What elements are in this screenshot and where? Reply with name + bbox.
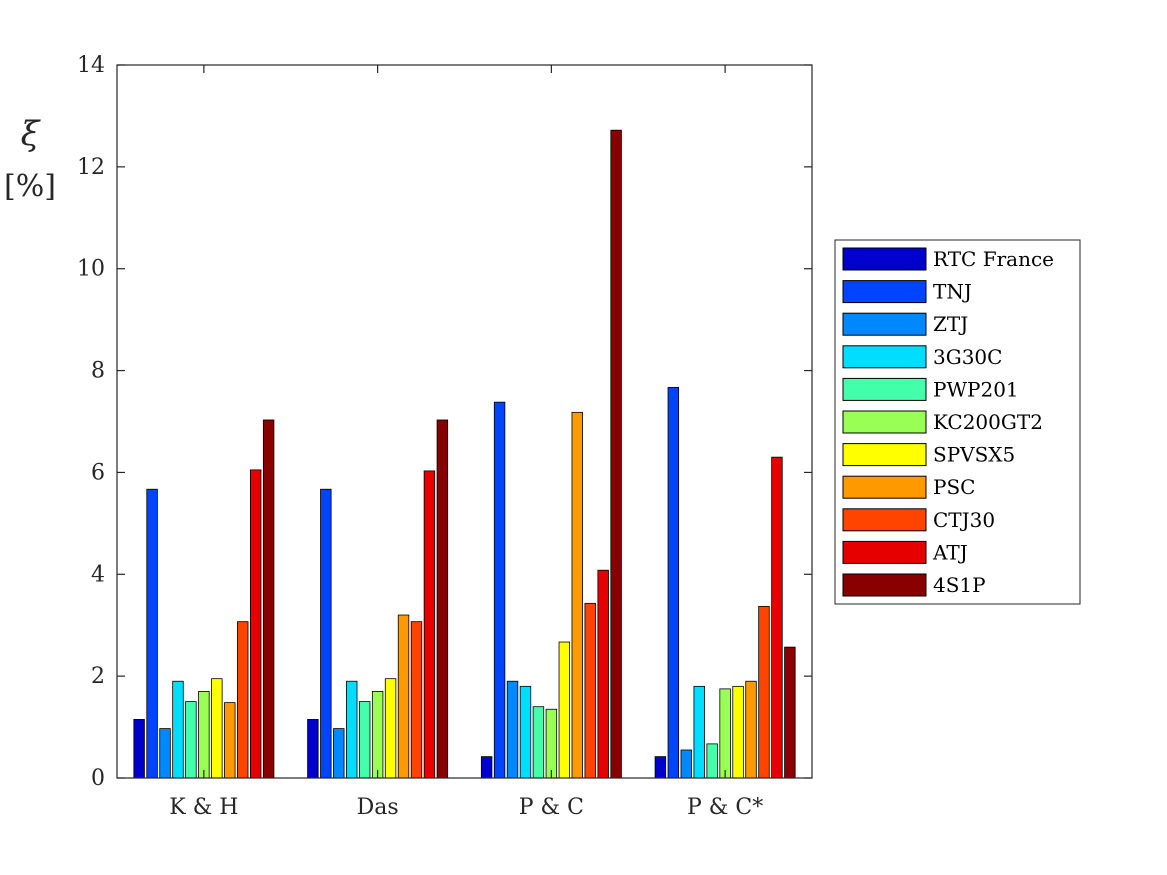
bar: [771, 456, 783, 779]
x-category-label: P & C*: [687, 795, 763, 820]
legend-swatch: [842, 247, 927, 271]
bar: [545, 708, 558, 779]
bar: [693, 685, 705, 779]
bar: [719, 688, 731, 779]
bar: [320, 488, 332, 779]
bar: [133, 719, 145, 779]
bar: [680, 749, 692, 779]
bar: [211, 678, 223, 779]
bar: [706, 743, 718, 779]
bar: [758, 605, 770, 779]
bar: [224, 702, 236, 779]
bar: [262, 419, 275, 779]
y-tick-label: 10: [77, 257, 105, 282]
y-tick-label: 0: [91, 766, 105, 791]
y-axis-label: ξ: [21, 114, 42, 154]
legend-swatch: [842, 540, 927, 564]
legend-swatch: [842, 345, 927, 369]
legend-entry: TNJ: [933, 280, 972, 304]
y-tick-label: 6: [91, 460, 105, 485]
bar: [745, 680, 757, 779]
bar: [423, 470, 436, 779]
legend-entry: KC200GT2: [933, 410, 1043, 434]
bar: [532, 706, 545, 779]
legend: RTC France TNJ ZTJ 3G30C PWP201 KC200GT2 SPVSX…: [834, 239, 1081, 605]
legend-entry: ATJ: [932, 540, 968, 564]
x-category-label: Das: [357, 795, 399, 820]
legend-swatch: [842, 573, 927, 597]
bar: [198, 691, 210, 779]
y-tick-label: 12: [77, 155, 105, 180]
bar: [307, 719, 319, 779]
bar: [371, 691, 384, 779]
y-tick-label: 8: [91, 359, 105, 384]
axes-box: [116, 64, 813, 779]
legend-entry: SPVSX5: [933, 443, 1015, 467]
bar: [506, 680, 519, 779]
y-axis-unit: [%]: [4, 169, 56, 204]
bar: [597, 569, 609, 779]
bar: [249, 469, 262, 779]
ticks-layer: 0 2 4 6 8 10 12 14 K & H Das P & C P & C*: [77, 53, 812, 820]
legend-entry: ZTJ: [933, 312, 968, 336]
y-tick-label: 2: [91, 664, 105, 689]
legend-entry: 3G30C: [933, 345, 1002, 369]
legend-entry: RTC France: [933, 247, 1054, 271]
bar: [732, 685, 744, 779]
legend-entry: 4S1P: [933, 573, 986, 597]
x-category-label: K & H: [169, 795, 238, 820]
bar: [346, 680, 358, 779]
bar: [436, 419, 449, 779]
bar: [185, 701, 197, 779]
bar: [397, 614, 410, 779]
bar: [654, 756, 667, 779]
x-category-label: P & C: [519, 795, 584, 820]
legend-swatch: [842, 377, 927, 401]
bar: [784, 646, 796, 779]
legend-swatch: [842, 280, 927, 304]
bar: [610, 129, 622, 779]
bar: [333, 728, 345, 779]
bar: [519, 685, 532, 779]
y-tick-label: 14: [77, 53, 105, 78]
bar: [410, 621, 423, 779]
bar: [558, 641, 571, 779]
bar: [159, 728, 171, 779]
y-tick-label: 4: [91, 562, 105, 587]
bar: [172, 680, 184, 779]
legend-entry: PSC: [933, 475, 975, 499]
bars-layer: [133, 129, 796, 779]
bar: [480, 756, 493, 779]
legend-swatch: [842, 508, 927, 532]
legend-swatch: [842, 475, 927, 499]
legend-entry: PWP201: [933, 377, 1019, 401]
bar: [584, 602, 596, 779]
legend-swatch: [842, 410, 927, 434]
legend-swatch: [842, 443, 927, 467]
bar: [237, 621, 249, 779]
bar: [358, 701, 371, 779]
bar: [493, 401, 506, 779]
legend-swatch: [842, 312, 927, 336]
bar: [667, 386, 680, 779]
legend-entry: CTJ30: [933, 508, 995, 532]
bar: [384, 678, 397, 779]
bar: [571, 411, 583, 779]
bar: [146, 488, 158, 779]
